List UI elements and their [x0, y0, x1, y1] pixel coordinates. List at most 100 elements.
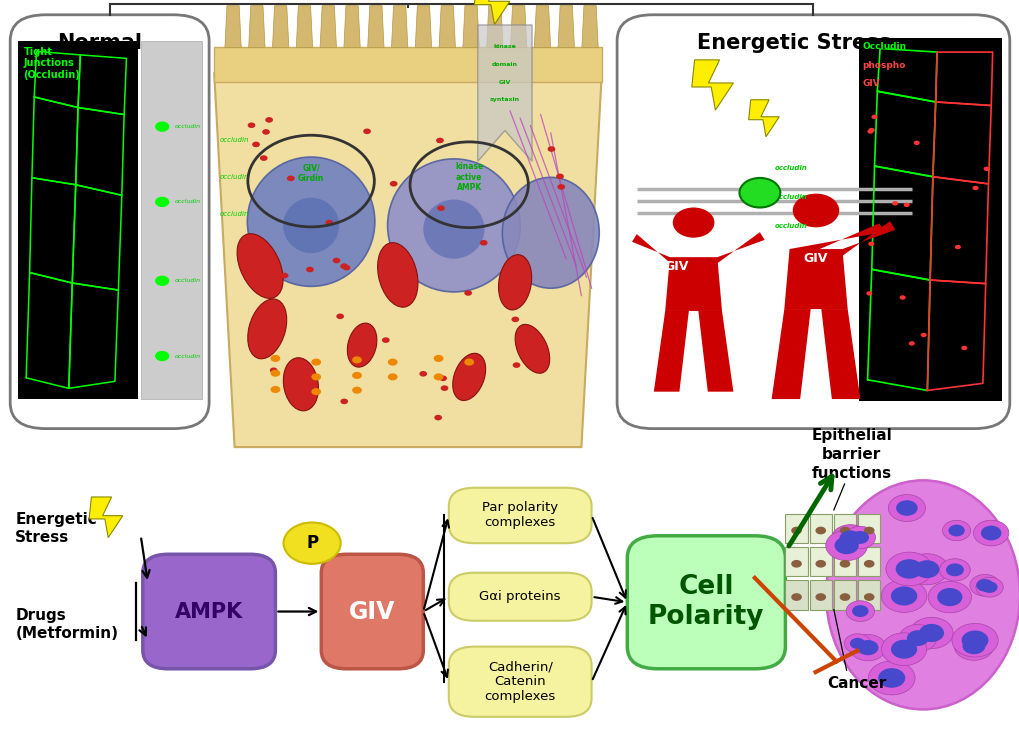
- Circle shape: [839, 560, 850, 568]
- Circle shape: [368, 344, 375, 350]
- Circle shape: [513, 362, 520, 368]
- Circle shape: [387, 373, 397, 381]
- Circle shape: [980, 582, 997, 593]
- Text: GIV: GIV: [498, 80, 511, 85]
- Circle shape: [844, 526, 874, 548]
- Circle shape: [945, 563, 963, 576]
- Ellipse shape: [347, 323, 376, 367]
- Circle shape: [982, 166, 988, 171]
- Circle shape: [306, 267, 314, 273]
- Circle shape: [311, 373, 321, 381]
- Circle shape: [951, 624, 998, 657]
- Circle shape: [896, 500, 917, 516]
- Polygon shape: [474, 0, 510, 24]
- Circle shape: [433, 373, 443, 381]
- Ellipse shape: [236, 234, 283, 299]
- Circle shape: [954, 245, 960, 249]
- Circle shape: [849, 638, 864, 649]
- Circle shape: [464, 290, 472, 296]
- Circle shape: [479, 240, 487, 245]
- Bar: [785, 580, 807, 610]
- Bar: [214, 47, 601, 82]
- Polygon shape: [789, 223, 883, 260]
- FancyBboxPatch shape: [448, 647, 591, 717]
- Text: occludin: occludin: [774, 165, 807, 171]
- Text: Epithelial
barrier
functions: Epithelial barrier functions: [810, 429, 892, 480]
- Ellipse shape: [501, 177, 599, 288]
- Bar: [785, 514, 807, 543]
- Circle shape: [980, 525, 1001, 540]
- Circle shape: [352, 372, 362, 379]
- Text: Par polarity
complexes: Par polarity complexes: [482, 502, 557, 529]
- Circle shape: [880, 579, 926, 613]
- Circle shape: [927, 582, 970, 613]
- Text: occludin: occludin: [219, 174, 249, 180]
- Circle shape: [909, 617, 952, 649]
- Circle shape: [464, 358, 474, 366]
- Ellipse shape: [247, 157, 375, 287]
- Circle shape: [886, 552, 931, 586]
- Text: occludin: occludin: [174, 353, 201, 358]
- Text: Energetic
Stress: Energetic Stress: [15, 512, 97, 545]
- Circle shape: [283, 522, 340, 564]
- Ellipse shape: [452, 353, 485, 401]
- Circle shape: [155, 121, 169, 132]
- Bar: [857, 547, 879, 576]
- Circle shape: [971, 185, 977, 190]
- Circle shape: [845, 601, 873, 621]
- Circle shape: [419, 371, 427, 377]
- Text: AMPK: AMPK: [175, 602, 243, 621]
- Text: occludin: occludin: [219, 211, 249, 217]
- Ellipse shape: [387, 159, 520, 292]
- Circle shape: [270, 367, 277, 373]
- Circle shape: [899, 296, 905, 300]
- Circle shape: [814, 527, 825, 534]
- Circle shape: [867, 242, 873, 246]
- Circle shape: [825, 531, 867, 561]
- Circle shape: [888, 494, 924, 522]
- Ellipse shape: [825, 480, 1019, 709]
- Polygon shape: [214, 73, 601, 447]
- Circle shape: [389, 181, 397, 186]
- Text: GIV: GIV: [803, 252, 827, 265]
- Polygon shape: [837, 221, 895, 260]
- Text: occludin: occludin: [774, 194, 807, 200]
- Text: Occludin: Occludin: [862, 42, 906, 51]
- Polygon shape: [89, 497, 122, 538]
- FancyBboxPatch shape: [448, 488, 591, 543]
- Circle shape: [311, 358, 321, 366]
- Bar: [785, 547, 807, 576]
- Circle shape: [325, 219, 333, 225]
- Text: domain: domain: [491, 62, 518, 67]
- Circle shape: [436, 137, 443, 143]
- Circle shape: [342, 265, 351, 270]
- Circle shape: [863, 593, 873, 601]
- Circle shape: [814, 560, 825, 568]
- Bar: [857, 514, 879, 543]
- Circle shape: [906, 630, 928, 646]
- Circle shape: [433, 355, 443, 362]
- Circle shape: [791, 527, 801, 534]
- Circle shape: [866, 129, 872, 134]
- Bar: [141, 41, 202, 399]
- Ellipse shape: [283, 358, 318, 411]
- Text: syntaxin: syntaxin: [489, 98, 520, 102]
- Circle shape: [863, 560, 873, 568]
- FancyBboxPatch shape: [321, 554, 423, 669]
- Circle shape: [942, 520, 970, 541]
- Text: Normal: Normal: [57, 33, 142, 53]
- Circle shape: [280, 273, 288, 279]
- Bar: [834, 580, 855, 610]
- Circle shape: [850, 531, 868, 544]
- Polygon shape: [691, 60, 733, 110]
- Circle shape: [960, 346, 966, 350]
- Circle shape: [300, 372, 308, 377]
- Polygon shape: [784, 249, 847, 309]
- FancyBboxPatch shape: [616, 15, 1009, 429]
- Text: Gαi proteins: Gαi proteins: [479, 590, 560, 603]
- Circle shape: [336, 313, 343, 319]
- Circle shape: [673, 208, 713, 238]
- Circle shape: [387, 358, 397, 366]
- Polygon shape: [653, 311, 688, 392]
- Circle shape: [155, 351, 169, 361]
